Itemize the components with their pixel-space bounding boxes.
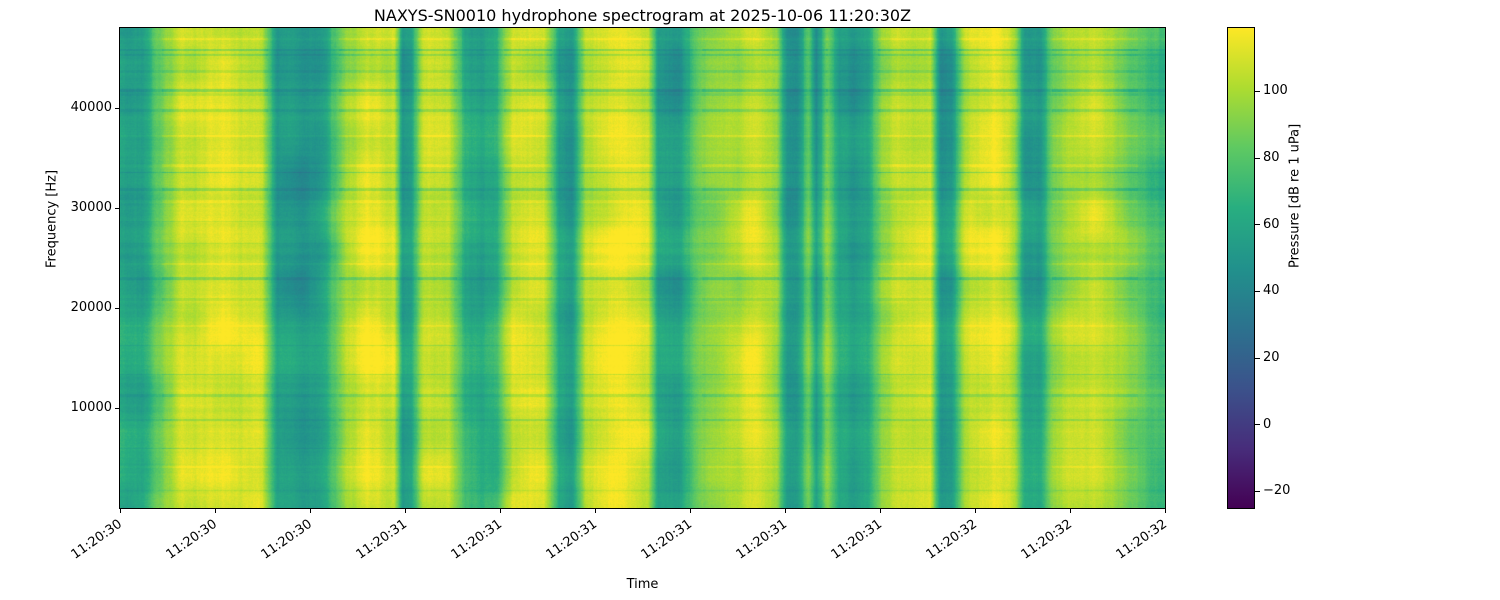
y-tick-mark: [115, 107, 120, 109]
x-tick-mark: [689, 508, 691, 513]
x-tick-mark: [1164, 508, 1166, 513]
x-tick-label: 11:20:30: [68, 516, 125, 563]
x-tick-label: 11:20:32: [1113, 516, 1170, 563]
x-tick-mark: [1069, 508, 1071, 513]
colorbar-tick-label: −20: [1263, 483, 1291, 499]
x-tick-label: 11:20:32: [923, 516, 980, 563]
y-tick-mark: [115, 307, 120, 309]
colorbar-tick-mark: [1255, 157, 1260, 159]
chart-title: NAXYS-SN0010 hydrophone spectrogram at 2…: [373, 6, 912, 25]
x-tick-mark: [784, 508, 786, 513]
x-tick-label: 11:20:32: [1018, 516, 1075, 563]
x-tick-label: 11:20:31: [828, 516, 885, 563]
colorbar-tick-label: 100: [1263, 83, 1288, 99]
x-tick-label: 11:20:31: [733, 516, 790, 563]
x-tick-label: 11:20:31: [353, 516, 410, 563]
colorbar-tick-mark: [1255, 357, 1260, 359]
colorbar-tick-mark: [1255, 290, 1260, 292]
colorbar-tick-label: 80: [1263, 150, 1280, 165]
colorbar-tick-mark: [1255, 490, 1260, 492]
x-tick-mark: [214, 508, 216, 513]
x-tick-label: 11:20:30: [258, 516, 315, 563]
x-axis-label: Time: [626, 577, 659, 592]
spectrogram-canvas: [120, 28, 1165, 508]
colorbar: [1227, 27, 1255, 509]
colorbar-tick-mark: [1255, 90, 1260, 92]
x-tick-mark: [119, 508, 121, 513]
colorbar-tick-mark: [1255, 224, 1260, 226]
x-tick-mark: [499, 508, 501, 513]
y-tick-label: 30000: [70, 200, 112, 215]
y-tick-label: 40000: [70, 100, 112, 115]
colorbar-gradient: [1228, 28, 1254, 508]
y-tick-label: 20000: [70, 300, 112, 315]
x-tick-mark: [404, 508, 406, 513]
x-tick-label: 11:20:30: [163, 516, 220, 563]
y-tick-label: 10000: [70, 400, 112, 415]
plot-area: [119, 27, 1166, 509]
x-tick-mark: [594, 508, 596, 513]
colorbar-tick-label: 40: [1263, 283, 1280, 299]
x-tick-label: 11:20:31: [638, 516, 695, 563]
x-tick-mark: [879, 508, 881, 513]
x-tick-label: 11:20:31: [448, 516, 505, 563]
y-tick-mark: [115, 207, 120, 209]
x-tick-mark: [974, 508, 976, 513]
colorbar-tick-mark: [1255, 424, 1260, 426]
x-tick-label: 11:20:31: [543, 516, 600, 563]
colorbar-tick-label: 20: [1263, 350, 1280, 365]
colorbar-tick-label: 60: [1263, 216, 1280, 232]
y-tick-mark: [115, 407, 120, 409]
x-tick-mark: [309, 508, 311, 513]
colorbar-tick-label: 0: [1263, 416, 1272, 432]
